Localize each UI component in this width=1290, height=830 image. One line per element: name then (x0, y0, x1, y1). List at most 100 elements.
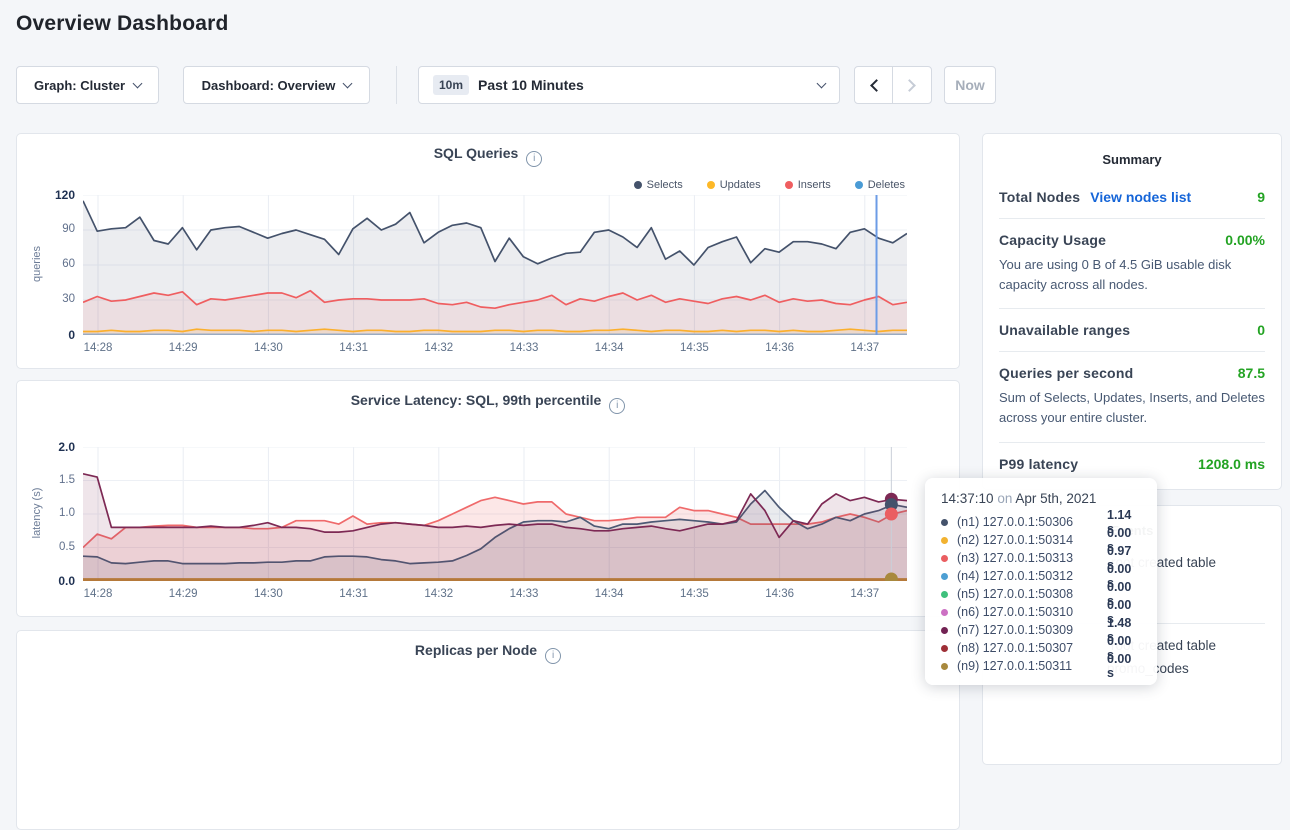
y-axis-tick: 1.5 (59, 473, 75, 486)
y-axis-tick: 0.5 (59, 540, 75, 553)
tooltip-node-label: (n3) 127.0.0.1:50313 (957, 551, 1074, 565)
chevron-down-icon (132, 78, 143, 88)
tooltip-node-label: (n2) 127.0.0.1:50314 (957, 533, 1074, 547)
info-icon[interactable]: i (609, 398, 626, 414)
legend-item-updates[interactable]: Updates (706, 179, 761, 191)
info-icon[interactable]: i (545, 648, 562, 664)
time-window-badge: 10m (433, 75, 470, 95)
chart-canvas[interactable] (83, 447, 907, 581)
divider (396, 66, 397, 104)
legend-item-inserts[interactable]: Inserts (784, 179, 831, 191)
tooltip-node-label: (n5) 127.0.0.1:50308 (957, 587, 1074, 601)
legend-label: Deletes (867, 179, 905, 191)
chart-canvas[interactable] (83, 195, 907, 335)
chevron-down-icon (342, 78, 353, 88)
tooltip-node-value: 1.14 s (1107, 508, 1132, 536)
x-axis-tick: 14:31 (339, 588, 368, 600)
x-axis-tick: 14:30 (254, 588, 283, 600)
y-axis-tick: 60 (62, 258, 75, 270)
tooltip-timestamp: 14:37:10 on Apr 5th, 2021 (941, 491, 1097, 506)
legend-label: Selects (646, 179, 683, 191)
graph-dropdown[interactable]: Graph: Cluster (16, 66, 159, 104)
x-axis-tick: 14:34 (594, 342, 624, 354)
tooltip-node-row: (n2) 127.0.0.1:50314 0.00 s (941, 526, 1141, 554)
tooltip-node-label: (n9) 127.0.0.1:50311 (957, 659, 1073, 673)
node-color-dot-icon (941, 644, 948, 652)
page-title: Overview Dashboard (16, 12, 229, 35)
x-axis-tick: 14:29 (168, 588, 198, 600)
chart-hover-tooltip: 14:37:10 on Apr 5th, 2021 (n1) 127.0.0.1… (925, 478, 1157, 685)
y-axis-tick: 90 (62, 223, 75, 235)
chevron-down-icon (816, 78, 827, 88)
tooltip-node-row: (n5) 127.0.0.1:50308 0.00 s (941, 580, 1141, 608)
x-axis-tick: 14:33 (509, 588, 539, 600)
now-button[interactable]: Now (944, 66, 996, 104)
summary-row-unavailable-ranges: Unavailable ranges 0 (999, 322, 1265, 339)
node-color-dot-icon (941, 518, 948, 526)
time-forward-button[interactable] (893, 67, 931, 103)
graph-dropdown-label: Graph: Cluster (33, 77, 125, 93)
service-latency-chart[interactable]: 14:28 14:29 14:30 14:31 14:32 14:33 14:34 14:35… (17, 381, 959, 616)
x-axis-tick: 14:37 (850, 588, 880, 600)
x-axis-tick: 14:35 (680, 588, 709, 600)
tooltip-node-value: 0.00 s (1107, 562, 1132, 590)
node-color-dot-icon (941, 626, 948, 634)
capacity-description: You are using 0 B of 4.5 GiB usable disk… (999, 257, 1232, 293)
x-axis-tick: 14:32 (424, 342, 454, 354)
view-nodes-list-link[interactable]: View nodes list (1090, 189, 1192, 205)
tooltip-node-value: 0.00 s (1107, 526, 1132, 554)
time-window-label: Past 10 Minutes (478, 77, 584, 93)
node-color-dot-icon (941, 590, 948, 598)
x-axis-tick: 14:36 (765, 342, 794, 354)
time-window-selector[interactable]: 10m Past 10 Minutes (418, 66, 840, 104)
node-color-dot-icon (941, 572, 948, 580)
x-axis-tick: 14:35 (680, 342, 709, 354)
tooltip-node-label: (n7) 127.0.0.1:50309 (957, 623, 1074, 637)
x-axis-tick: 14:37 (850, 342, 880, 354)
summary-row-qps: Queries per second 87.5 (999, 365, 1265, 382)
tooltip-node-value: 0.00 s (1107, 652, 1132, 680)
dashboard-dropdown[interactable]: Dashboard: Overview (183, 66, 370, 104)
tooltip-node-row: (n9) 127.0.0.1:50311 0.00 s (941, 652, 1141, 680)
tooltip-node-label: (n4) 127.0.0.1:50312 (957, 569, 1074, 583)
node-color-dot-icon (941, 536, 948, 544)
tooltip-node-label: (n6) 127.0.0.1:50310 (957, 605, 1074, 619)
time-back-button[interactable] (855, 67, 893, 103)
legend-label: Inserts (797, 179, 831, 191)
divider (999, 218, 1265, 219)
chart-legend: Selects Updates Inserts Deletes (633, 179, 905, 191)
node-color-dot-icon (941, 662, 948, 670)
divider (999, 351, 1265, 353)
tooltip-node-value: 0.00 s (1107, 580, 1132, 608)
info-icon[interactable]: i (526, 151, 543, 167)
y-axis-tick: 30 (62, 293, 75, 305)
p99-latency-value: 1208.0 ms (1198, 455, 1265, 472)
sql-queries-panel: SQL Queries i Selects Updates Inserts Delete… (16, 133, 960, 369)
x-axis-tick: 14:33 (509, 342, 539, 354)
chart-title: Service Latency: SQL, 99th percentile i (17, 392, 959, 414)
node-color-dot-icon (941, 554, 948, 562)
tooltip-node-label: (n8) 127.0.0.1:50307 (957, 641, 1074, 655)
replicas-per-node-panel: Replicas per Node i (16, 630, 960, 830)
summary-row-capacity: Capacity Usage 0.00% (999, 232, 1265, 248)
x-axis-tick: 14:28 (83, 588, 113, 600)
hover-data-point (884, 498, 898, 512)
legend-item-selects[interactable]: Selects (633, 179, 683, 191)
tooltip-node-row: (n1) 127.0.0.1:50306 1.14 s (941, 508, 1141, 536)
legend-item-deletes[interactable]: Deletes (854, 179, 905, 191)
y-axis-tick: 1.0 (59, 507, 75, 519)
x-axis-tick: 14:34 (594, 588, 624, 600)
legend-dot-icon (633, 181, 642, 189)
x-axis-tick: 14:32 (424, 588, 454, 600)
hover-data-point (884, 572, 898, 581)
chevron-right-icon (902, 78, 916, 92)
y-axis-tick: 2.0 (58, 440, 75, 454)
sql-queries-chart[interactable]: 14:28 14:29 14:30 14:31 14:32 14:33 14:34 14:35… (17, 134, 959, 368)
x-axis-tick: 14:28 (83, 342, 113, 354)
hover-data-point (884, 507, 898, 521)
y-axis-tick: 0 (68, 328, 75, 342)
tooltip-node-row: (n4) 127.0.0.1:50312 0.00 s (941, 562, 1141, 590)
dashboard-dropdown-label: Dashboard: Overview (201, 77, 336, 93)
time-nav-group (854, 66, 932, 104)
tooltip-node-value: 1.48 s (1107, 616, 1132, 644)
